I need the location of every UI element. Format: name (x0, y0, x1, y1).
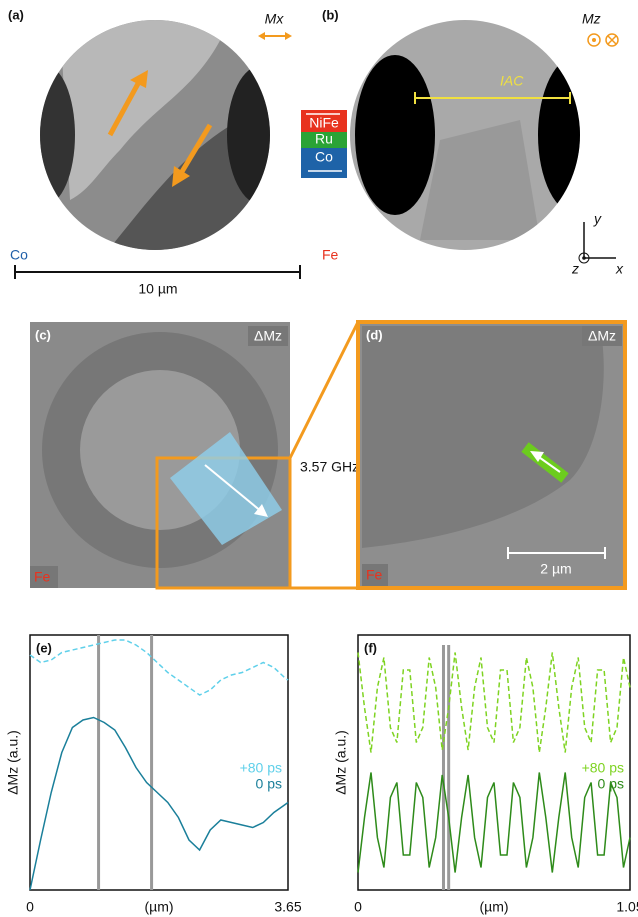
legend-entry: 0 ps (256, 776, 282, 792)
y-axis-label: ΔMz (a.u.) (333, 730, 349, 795)
x-tick-label: 0 (26, 899, 34, 915)
current-label: IAC (500, 73, 524, 89)
element-label: Fe (34, 569, 51, 585)
panel-label: (f) (364, 640, 377, 655)
panel-a-image (15, 20, 297, 260)
signal-label: ΔMz (254, 328, 282, 344)
scale-label: 10 µm (138, 281, 177, 297)
element-label: Co (10, 247, 28, 263)
axis-label: x (615, 261, 624, 277)
series-line (30, 718, 288, 891)
axis-label: y (593, 211, 602, 227)
element-label: Fe (322, 247, 339, 263)
panel-label: (b) (322, 7, 339, 22)
legend-entry: +80 ps (240, 760, 282, 776)
x-axis-label: (µm) (144, 899, 173, 915)
panel-b-image (350, 20, 618, 250)
element-label: Fe (366, 567, 383, 583)
signal-label: ΔMz (588, 328, 616, 344)
series-line (358, 653, 630, 753)
x-tick-label: 3.65 (274, 899, 301, 915)
panel-label: (c) (35, 327, 51, 342)
x-tick-label: 0 (354, 899, 362, 915)
figure: (a) Mx Co 10 µm NiFe Ru Co (b) Mz IAC Fe… (0, 0, 638, 917)
legend-entry: 0 ps (598, 776, 624, 792)
series-line (358, 773, 630, 873)
x-tick-label: 1.05 (616, 899, 638, 915)
axis-label: z (571, 261, 579, 277)
panel-d-image (358, 322, 625, 588)
moment-label: Mx (265, 11, 285, 27)
layer-label: Co (315, 149, 333, 165)
panel-label: (a) (8, 7, 24, 22)
x-axis-label: (µm) (479, 899, 508, 915)
legend-entry: +80 ps (582, 760, 624, 776)
y-axis-label: ΔMz (a.u.) (5, 730, 21, 795)
moment-label: Mz (582, 11, 601, 27)
layer-label: Ru (315, 131, 333, 147)
series-line (30, 640, 288, 695)
panel-c-image (30, 322, 290, 588)
scale-label: 2 µm (540, 561, 571, 577)
panel-label: (d) (366, 327, 383, 342)
panel-label: (e) (36, 640, 52, 655)
frequency-label: 3.57 GHz (300, 459, 359, 475)
layer-label: NiFe (309, 115, 339, 131)
